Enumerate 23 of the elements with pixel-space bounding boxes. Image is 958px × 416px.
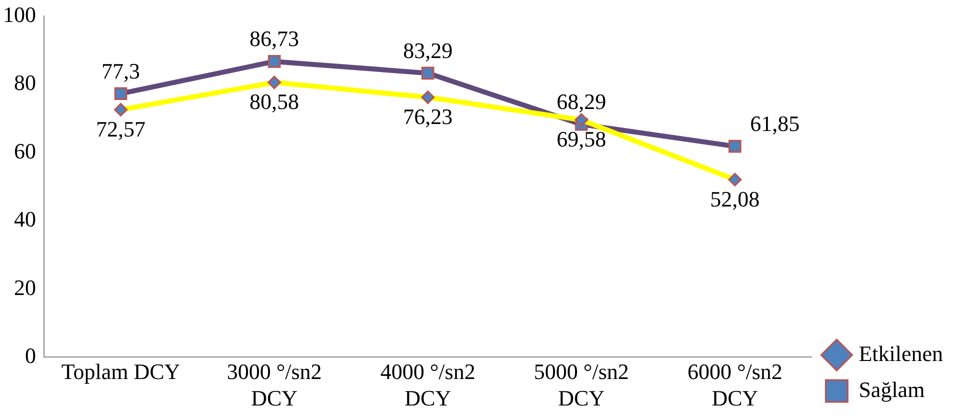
data-label: 77,3 — [102, 58, 140, 84]
x-tick-label: 4000 °/sn2 DCY — [380, 359, 476, 411]
y-tick-label: 80 — [14, 70, 36, 96]
data-label: 76,23 — [403, 104, 453, 130]
data-label: 68,29 — [556, 89, 606, 114]
y-tick-label: 0 — [25, 342, 36, 368]
x-tick-label: 3000 °/sn2 DCY — [226, 359, 322, 411]
x-tick-label: Toplam DCY — [61, 359, 180, 384]
data-label: 69,58 — [556, 126, 606, 152]
data-label: 80,58 — [250, 89, 300, 114]
y-tick-label: 20 — [14, 274, 36, 300]
legend-label: Sağlam — [858, 376, 925, 402]
y-tick-label: 40 — [14, 206, 36, 232]
data-label: 61,85 — [750, 111, 800, 136]
data-label: 86,73 — [250, 26, 300, 52]
y-tick-label: 100 — [3, 2, 36, 27]
data-label: 52,08 — [710, 186, 760, 212]
data-label: 83,29 — [403, 38, 453, 63]
data-label: 72,57 — [96, 116, 146, 142]
y-tick-label: 60 — [14, 138, 36, 164]
x-tick-label: 6000 °/sn2 DCY — [687, 359, 782, 411]
legend-label: Etkilenen — [858, 340, 944, 366]
x-tick-label: 5000 °/sn2 DCY — [534, 359, 629, 411]
